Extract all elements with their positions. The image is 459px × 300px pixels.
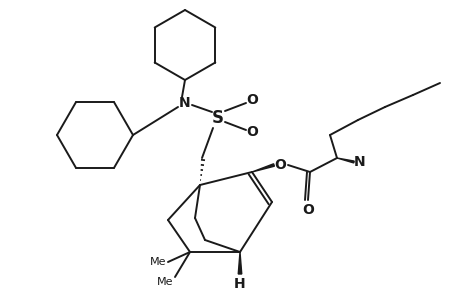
Polygon shape xyxy=(336,158,353,163)
Text: S: S xyxy=(212,109,224,127)
Text: Me: Me xyxy=(157,277,173,287)
Text: O: O xyxy=(246,93,257,107)
Polygon shape xyxy=(238,252,241,274)
Text: N: N xyxy=(353,155,365,169)
Polygon shape xyxy=(252,164,274,172)
Text: O: O xyxy=(246,125,257,139)
Text: Me: Me xyxy=(150,257,166,267)
Text: O: O xyxy=(274,158,285,172)
Text: H: H xyxy=(234,277,245,291)
Text: O: O xyxy=(302,203,313,217)
Text: N: N xyxy=(179,96,190,110)
